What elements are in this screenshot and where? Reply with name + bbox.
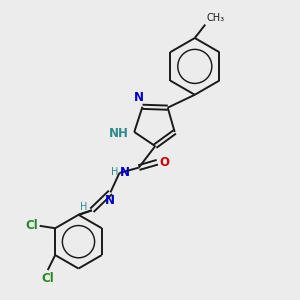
- Text: H: H: [80, 202, 88, 212]
- Text: N: N: [120, 166, 130, 179]
- Text: Cl: Cl: [41, 272, 54, 285]
- Text: Cl: Cl: [25, 219, 38, 232]
- Text: N: N: [105, 194, 115, 207]
- Text: NH: NH: [109, 127, 129, 140]
- Text: O: O: [160, 156, 170, 169]
- Text: N: N: [134, 92, 144, 104]
- Text: CH₃: CH₃: [206, 14, 225, 23]
- Text: H: H: [110, 167, 118, 177]
